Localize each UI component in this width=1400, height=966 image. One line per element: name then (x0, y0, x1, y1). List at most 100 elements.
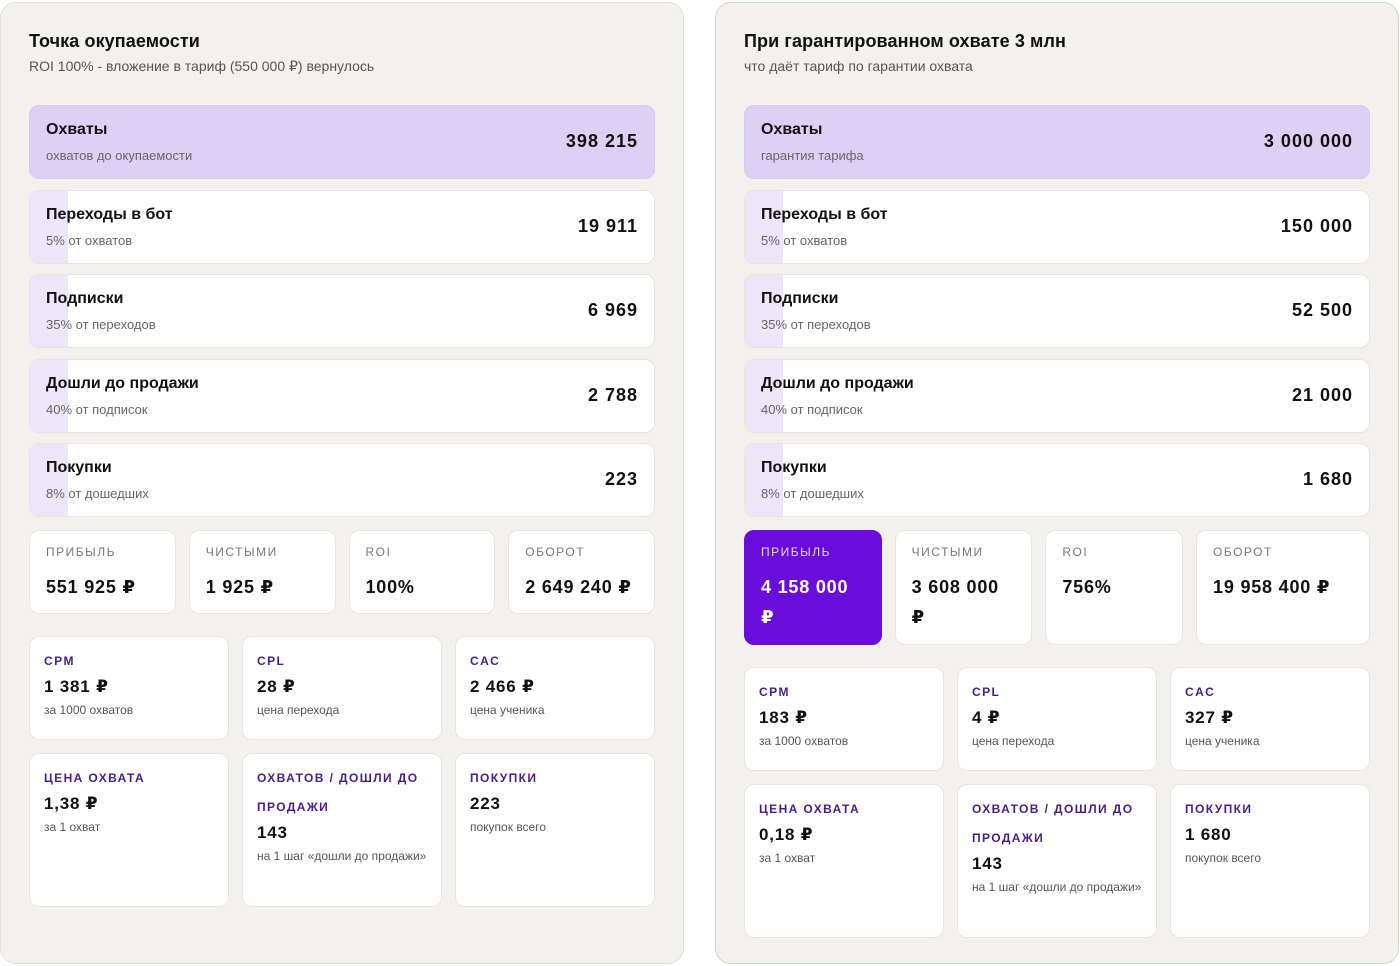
funnel-sub: охватов до окупаемости (46, 148, 193, 163)
funnel-sub: 35% от переходов (761, 317, 871, 332)
metric-sub: покупок всего (1185, 851, 1262, 865)
funnel-value: 21 000 (1291, 384, 1353, 405)
metric-label: Охватов / дошли до продажи (972, 802, 1134, 845)
stat-value: 1 925 ₽ (205, 577, 274, 597)
metric-purchases: Покупки 1 680 покупок всего (1170, 784, 1370, 938)
metric-value: 2 466 ₽ (470, 677, 535, 696)
panel-subtitle: что даёт тариф по гарантии охвата (744, 58, 973, 74)
stat-label: ROI (1062, 545, 1089, 559)
stat-roi: ROI 100% (348, 530, 496, 614)
funnel-label: Охваты (761, 121, 823, 138)
funnel-value: 2 788 (587, 384, 638, 405)
stat-profit: Прибыль 551 925 ₽ (29, 530, 176, 614)
metric-sub: за 1000 охватов (44, 703, 134, 717)
unit-metrics: CPM 183 ₽ за 1000 охватов CPL 4 ₽ цена п… (744, 667, 1370, 938)
metric-sub: цена ученика (1185, 734, 1260, 748)
stat-value: 19 958 400 ₽ (1213, 577, 1331, 597)
unit-metrics: CPM 1 381 ₽ за 1000 охватов CPL 28 ₽ цен… (29, 636, 655, 907)
funnel-row-purchases: Покупки 8% от дошедших 223 (29, 443, 655, 517)
metric-value: 223 (470, 794, 501, 813)
funnel-row-clicks: Переходы в бот 5% от охватов 19 911 (29, 189, 655, 264)
metric-sub: за 1 охват (44, 820, 101, 834)
stat-label: Чистыми (205, 545, 278, 559)
metric-sub: за 1 охват (759, 851, 816, 865)
guaranteed-reach-panel: При гарантированном охвате 3 млн что даё… (715, 2, 1399, 964)
stat-turnover: Оборот 2 649 240 ₽ (508, 530, 655, 614)
funnel-row-subscriptions: Подписки 35% от переходов 6 969 (29, 274, 655, 348)
metric-reach-per-sale-step: Охватов / дошли до продажи 143 на 1 шаг … (242, 753, 442, 907)
summary-stats: Прибыль 551 925 ₽ Чистыми 1 925 ₽ ROI 10… (29, 530, 655, 614)
stat-value: 2 649 240 ₽ (525, 577, 632, 597)
funnel-row-reached-sale: Дошли до продажи 40% от подписок 21 000 (744, 358, 1370, 433)
metric-cpl: CPL 28 ₽ цена перехода (242, 636, 442, 740)
metric-value: 183 ₽ (759, 708, 808, 727)
metric-cpm: CPM 1 381 ₽ за 1000 охватов (29, 636, 229, 740)
stat-value: 756% (1062, 577, 1112, 597)
stat-label: Оборот (1213, 545, 1273, 559)
stat-net: Чистыми 3 608 000 ₽ (894, 530, 1033, 645)
funnel-row-purchases: Покупки 8% от дошедших 1 680 (744, 443, 1370, 517)
metric-value: 1 381 ₽ (44, 677, 109, 696)
metric-reach-price: Цена охвата 0,18 ₽ за 1 охват (744, 784, 944, 938)
metric-value: 1,38 ₽ (44, 794, 99, 813)
metric-value: 143 (972, 854, 1003, 873)
funnel-sub: 35% от переходов (46, 317, 156, 332)
metric-reach-per-sale-step: Охватов / дошли до продажи 143 на 1 шаг … (957, 784, 1157, 938)
metric-value: 1 680 (1185, 825, 1232, 844)
panel-subtitle: ROI 100% - вложение в тариф (550 000 ₽) … (29, 58, 375, 74)
stat-label: Оборот (525, 545, 586, 559)
stat-roi: ROI 756% (1045, 530, 1184, 645)
metric-label: Покупки (470, 771, 538, 785)
funnel-label: Дошли до продажи (761, 374, 914, 392)
metric-sub: цена перехода (972, 734, 1055, 748)
metric-cpl: CPL 4 ₽ цена перехода (957, 667, 1157, 771)
breakeven-panel: Точка окупаемости ROI 100% - вложение в … (0, 2, 684, 964)
metric-label: Цена охвата (759, 802, 861, 816)
metric-label: CPM (759, 685, 790, 699)
funnel: Охваты гарантия тарифа 3 000 000 Переход… (744, 105, 1370, 517)
funnel-label: Покупки (46, 459, 112, 476)
funnel-label: Дошли до продажи (46, 374, 199, 392)
funnel-value: 1 680 (1302, 469, 1353, 489)
funnel-label: Покупки (761, 459, 827, 476)
funnel: Охваты охватов до окупаемости 398 215 Пе… (29, 105, 655, 517)
metric-cpm: CPM 183 ₽ за 1000 охватов (744, 667, 944, 771)
funnel-label: Переходы в бот (46, 205, 173, 223)
metric-value: 4 ₽ (972, 708, 1001, 727)
funnel-sub: 40% от подписок (46, 401, 148, 417)
funnel-value: 19 911 (577, 215, 638, 236)
metric-sub: цена перехода (257, 703, 340, 717)
metric-label: CPM (44, 654, 75, 668)
funnel-row-reach: Охваты охватов до окупаемости 398 215 (29, 105, 655, 179)
summary-stats: Прибыль 4 158 000 ₽ Чистыми 3 608 000 ₽ … (744, 530, 1371, 645)
metric-value: 327 ₽ (1185, 708, 1234, 727)
stat-label: Прибыль (46, 545, 117, 559)
funnel-value: 6 969 (587, 300, 638, 320)
metric-sub: на 1 шаг «дошли до продажи» (972, 880, 1142, 894)
funnel-sub: 5% от охватов (761, 232, 848, 248)
funnel-value: 398 215 (565, 131, 638, 151)
stat-turnover: Оборот 19 958 400 ₽ (1196, 530, 1371, 645)
stat-value: 4 158 000 ₽ (761, 577, 849, 627)
metric-value: 28 ₽ (257, 677, 296, 696)
funnel-label: Охваты (46, 121, 108, 138)
funnel-row-subscriptions: Подписки 35% от переходов 52 500 (744, 274, 1370, 348)
funnel-label: Переходы в бот (761, 205, 888, 223)
metric-label: CAC (470, 654, 501, 668)
funnel-sub: 8% от дошедших (761, 486, 864, 501)
metric-label: Цена охвата (44, 771, 146, 785)
stat-value: 3 608 000 ₽ (911, 577, 999, 627)
funnel-sub: гарантия тарифа (761, 148, 864, 163)
metric-sub: за 1000 охватов (759, 734, 849, 748)
panel-title: При гарантированном охвате 3 млн (744, 31, 1066, 51)
stat-label: Чистыми (911, 545, 984, 559)
metric-value: 143 (257, 823, 288, 842)
funnel-row-reached-sale: Дошли до продажи 40% от подписок 2 788 (29, 358, 655, 433)
metric-value: 0,18 ₽ (759, 825, 814, 844)
metric-label: CAC (1185, 685, 1216, 699)
funnel-sub: 8% от дошедших (46, 486, 149, 501)
metric-sub: покупок всего (470, 820, 547, 834)
stat-value: 551 925 ₽ (46, 577, 136, 597)
funnel-sub: 40% от подписок (761, 401, 863, 417)
stat-label: Прибыль (761, 545, 832, 559)
